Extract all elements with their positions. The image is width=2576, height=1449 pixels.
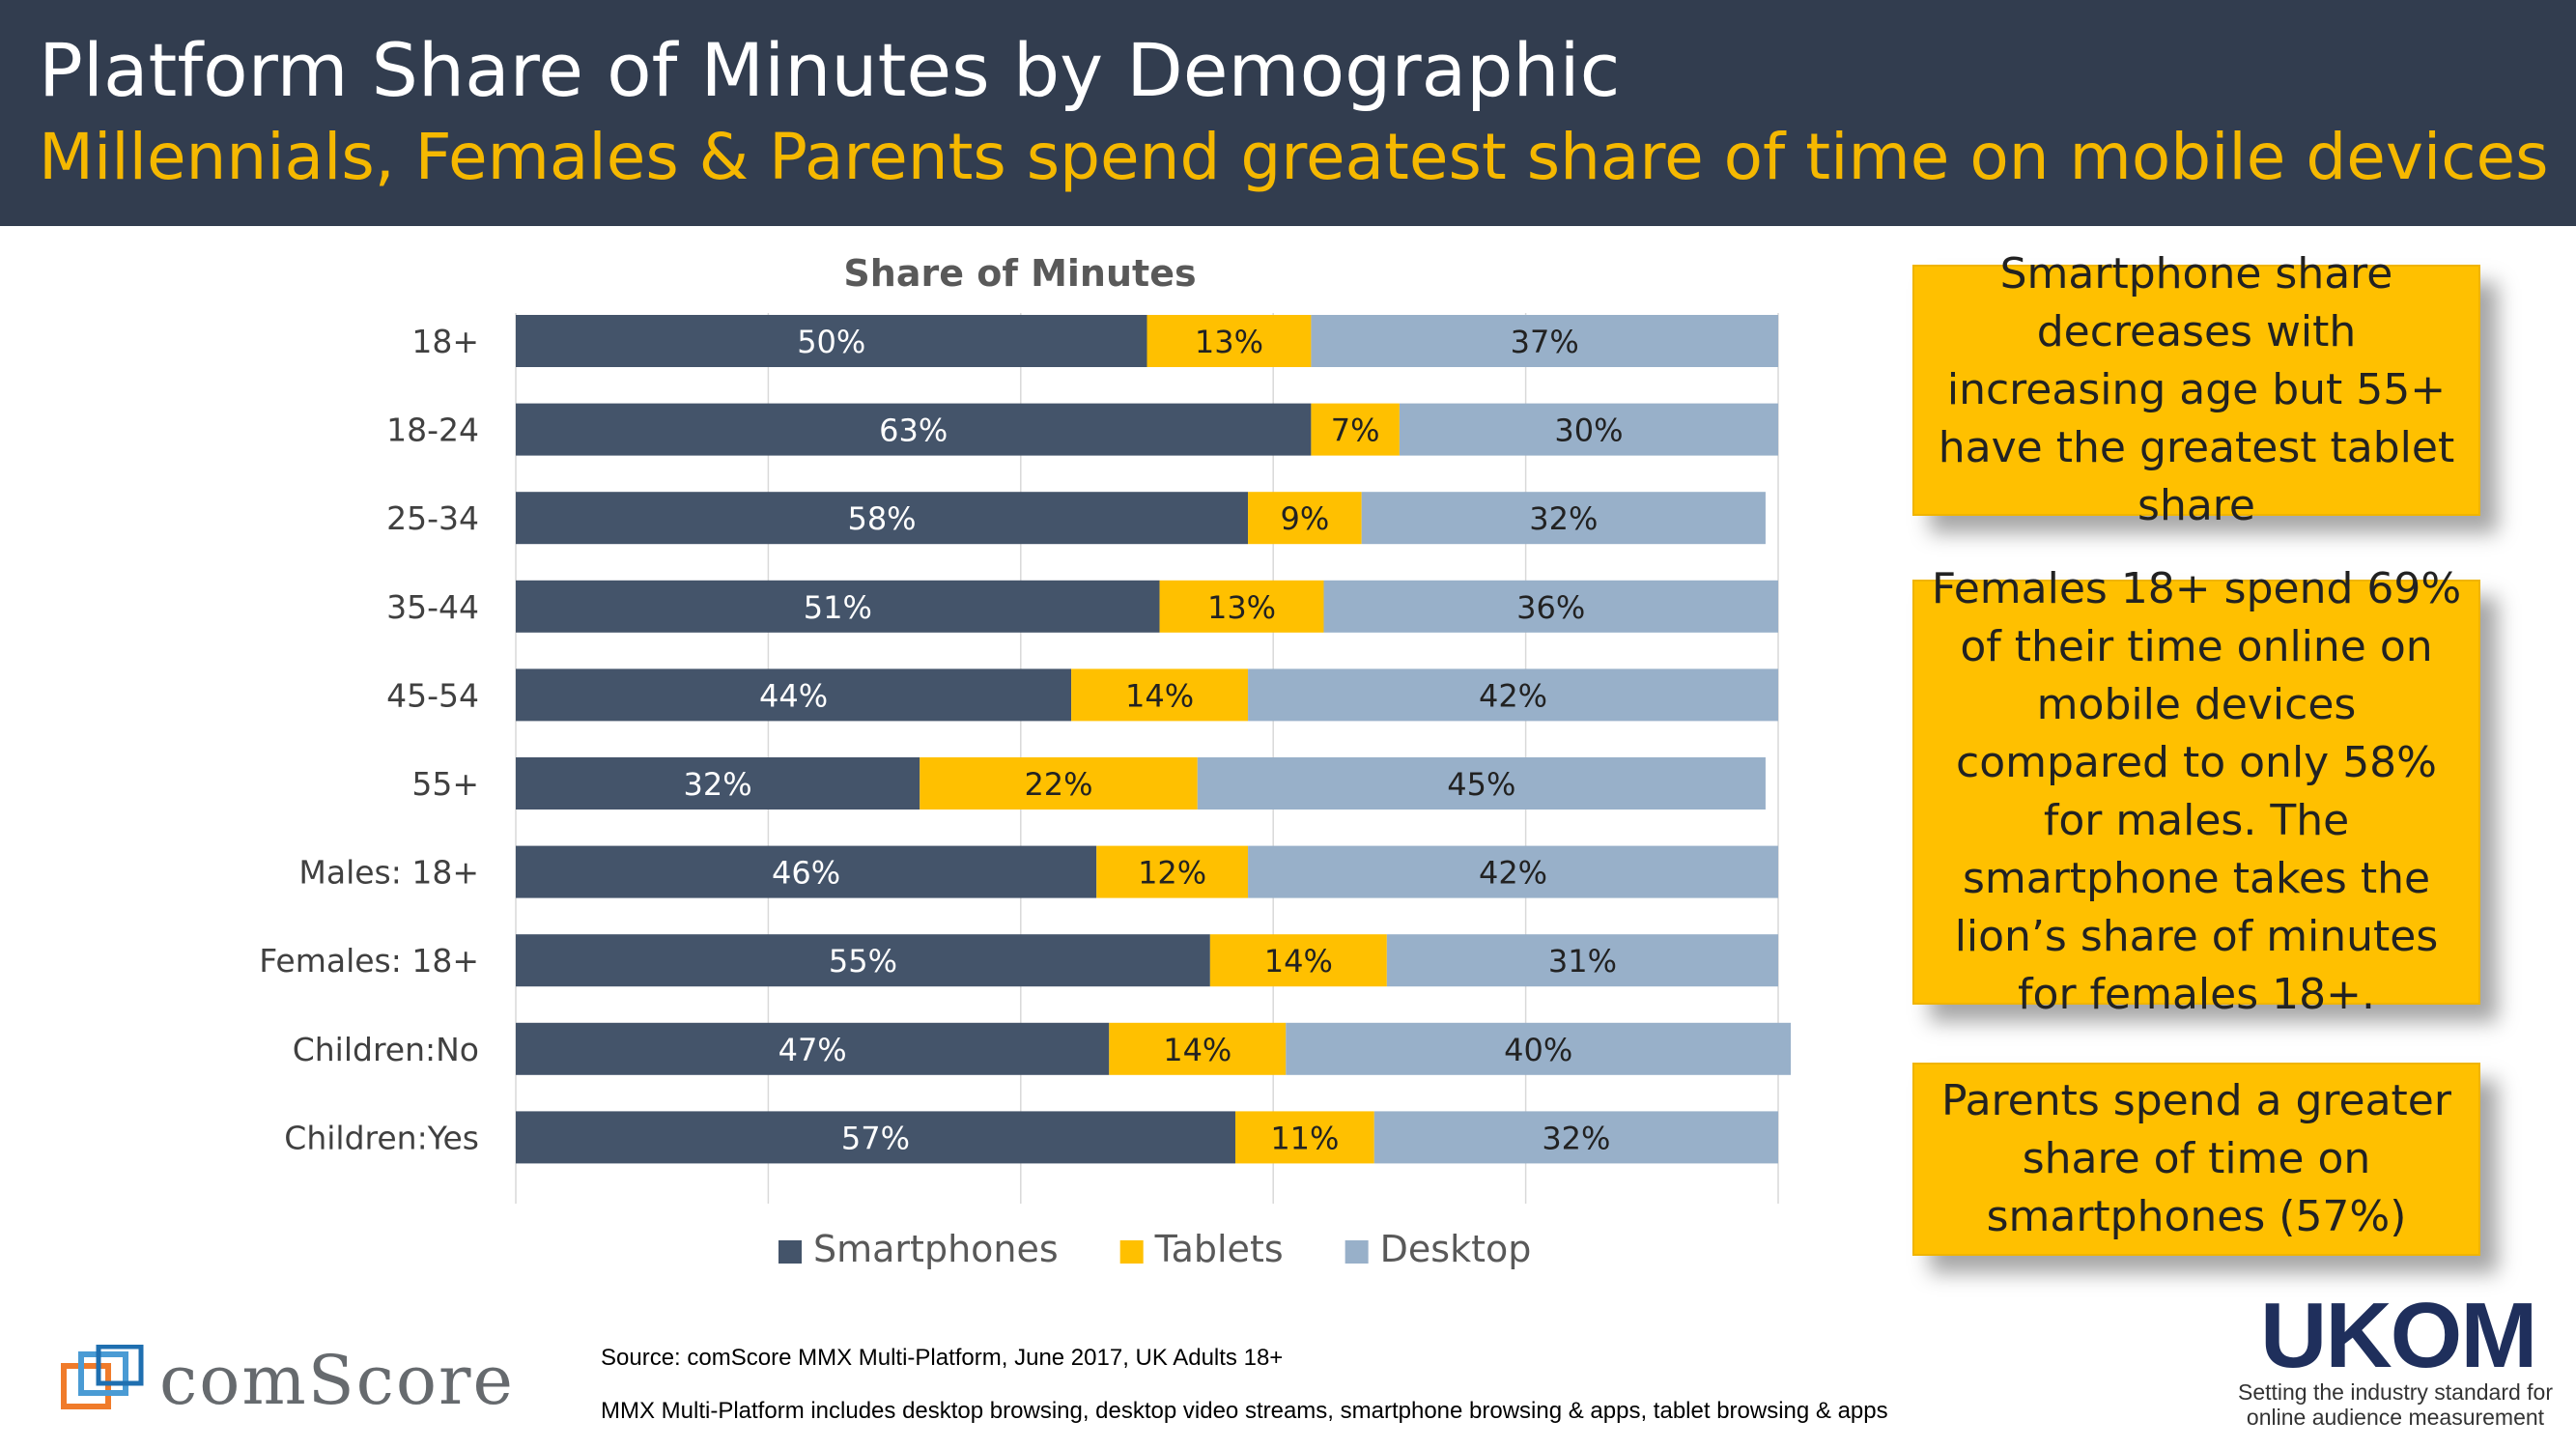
bar-smartphones (516, 757, 920, 810)
category-label: Children:Yes (284, 1119, 479, 1156)
data-label: 51% (804, 589, 872, 626)
data-label: 44% (759, 677, 828, 714)
data-label: 14% (1163, 1032, 1231, 1068)
bar-smartphones (516, 315, 1147, 367)
bar-tablets (1146, 315, 1312, 367)
callout-age-insight: Smartphone share decreases with increasi… (1912, 249, 2480, 530)
category-label: 18-24 (386, 412, 479, 449)
category-label: Females: 18+ (259, 942, 479, 980)
ukom-tagline: Setting the industry standard for online… (2231, 1379, 2560, 1430)
category-label: 45-54 (386, 676, 479, 714)
category-label: Males: 18+ (298, 854, 479, 892)
bar-tablets (1248, 492, 1362, 545)
bar-desktop (1197, 757, 1766, 810)
category-label: 25-34 (386, 499, 479, 537)
legend-label: Tablets (1154, 1228, 1284, 1270)
source-note: Source: comScore MMX Multi-Platform, Jun… (601, 1345, 1284, 1371)
category-label: 55+ (411, 765, 479, 803)
data-label: 13% (1207, 589, 1276, 626)
header-banner: Platform Share of Minutes by Demographic… (0, 0, 2576, 226)
share-of-minutes-chart: Share of Minutes 18+ 50% 13% 37% 18-24 63% 7% 30… (259, 252, 1792, 1270)
data-label: 47% (778, 1032, 847, 1068)
callout-parents-text: Parents spend a greater share of time on… (1941, 1076, 2451, 1241)
bar-tablets (1159, 580, 1324, 633)
bar-desktop (1311, 315, 1778, 367)
data-label: 58% (847, 500, 916, 537)
legend-swatch-smartphones (778, 1240, 802, 1264)
bar-smartphones (516, 934, 1210, 987)
bar-tablets (1096, 845, 1249, 898)
comscore-logo-icon (61, 1345, 144, 1409)
data-label: 36% (1516, 589, 1585, 626)
bar-desktop (1323, 580, 1778, 633)
category-label: Children:No (293, 1031, 479, 1068)
comscore-wordmark: comScore (159, 1341, 515, 1420)
data-label: 22% (1024, 766, 1092, 803)
bar-smartphones (516, 580, 1160, 633)
bar-tablets (1109, 1022, 1287, 1075)
bar-desktop (1373, 1111, 1778, 1164)
bar-tablets (1234, 1111, 1374, 1164)
bar-smartphones (516, 668, 1072, 722)
ukom-logo: UKOM (2260, 1284, 2537, 1387)
data-label: 7% (1331, 412, 1380, 449)
callout-parents-insight: Parents spend a greater share of time on… (1912, 1063, 2480, 1256)
legend-label: Desktop (1380, 1228, 1532, 1270)
bar-smartphones (516, 1111, 1235, 1164)
data-label: 13% (1195, 324, 1263, 360)
data-label: 32% (1542, 1120, 1610, 1156)
ukom-tagline-line-2: online audience measurement (2246, 1405, 2545, 1430)
category-label: 18+ (411, 323, 479, 360)
bar-desktop (1286, 1022, 1792, 1075)
bar-smartphones (516, 1022, 1110, 1075)
data-label: 12% (1138, 855, 1206, 892)
data-label: 31% (1548, 943, 1617, 980)
data-label: 14% (1125, 677, 1194, 714)
legend-swatch-tablets (1119, 1240, 1144, 1264)
data-label: 14% (1264, 943, 1333, 980)
bar-smartphones (516, 403, 1312, 456)
chart-title: Share of Minutes (843, 252, 1196, 295)
bar-smartphones (516, 845, 1097, 898)
page-title: Platform Share of Minutes by Demographic (39, 27, 1621, 113)
bar-desktop (1361, 492, 1766, 545)
page-subtitle: Millennials, Females & Parents spend gre… (39, 120, 2549, 194)
bar-tablets (1071, 668, 1249, 722)
data-label: 32% (1529, 500, 1598, 537)
data-label: 40% (1504, 1032, 1572, 1068)
data-label: 55% (829, 943, 897, 980)
bar-tablets (1311, 403, 1400, 456)
bar-desktop (1386, 934, 1778, 987)
legend-swatch-desktop (1345, 1240, 1369, 1264)
methodology-note: MMX Multi-Platform includes desktop brow… (601, 1398, 1888, 1424)
data-label: 37% (1511, 324, 1579, 360)
bar-smartphones (516, 492, 1249, 545)
callout-age-text: Smartphone share decreases with increasi… (1938, 249, 2455, 530)
data-label: 57% (841, 1120, 910, 1156)
data-label: 11% (1270, 1120, 1339, 1156)
data-label: 42% (1479, 855, 1547, 892)
callout-gender-text: Females 18+ spend 69% of their time onli… (1931, 564, 2462, 1019)
bar-tablets (920, 757, 1198, 810)
data-label: 30% (1554, 412, 1623, 449)
data-label: 45% (1447, 766, 1515, 803)
data-label: 46% (772, 855, 840, 892)
bar-desktop (1248, 668, 1778, 722)
bar-desktop (1399, 403, 1778, 456)
data-label: 50% (797, 324, 865, 360)
data-label: 42% (1479, 677, 1547, 714)
callout-gender-insight: Females 18+ spend 69% of their time onli… (1912, 564, 2480, 1019)
data-label: 63% (879, 412, 948, 449)
legend-label: Smartphones (813, 1228, 1059, 1270)
ukom-tagline-line-1: Setting the industry standard for (2237, 1379, 2554, 1405)
category-label: 35-44 (386, 588, 479, 626)
bar-desktop (1248, 845, 1778, 898)
bar-tablets (1209, 934, 1387, 987)
data-label: 32% (684, 766, 752, 803)
data-label: 9% (1280, 500, 1329, 537)
